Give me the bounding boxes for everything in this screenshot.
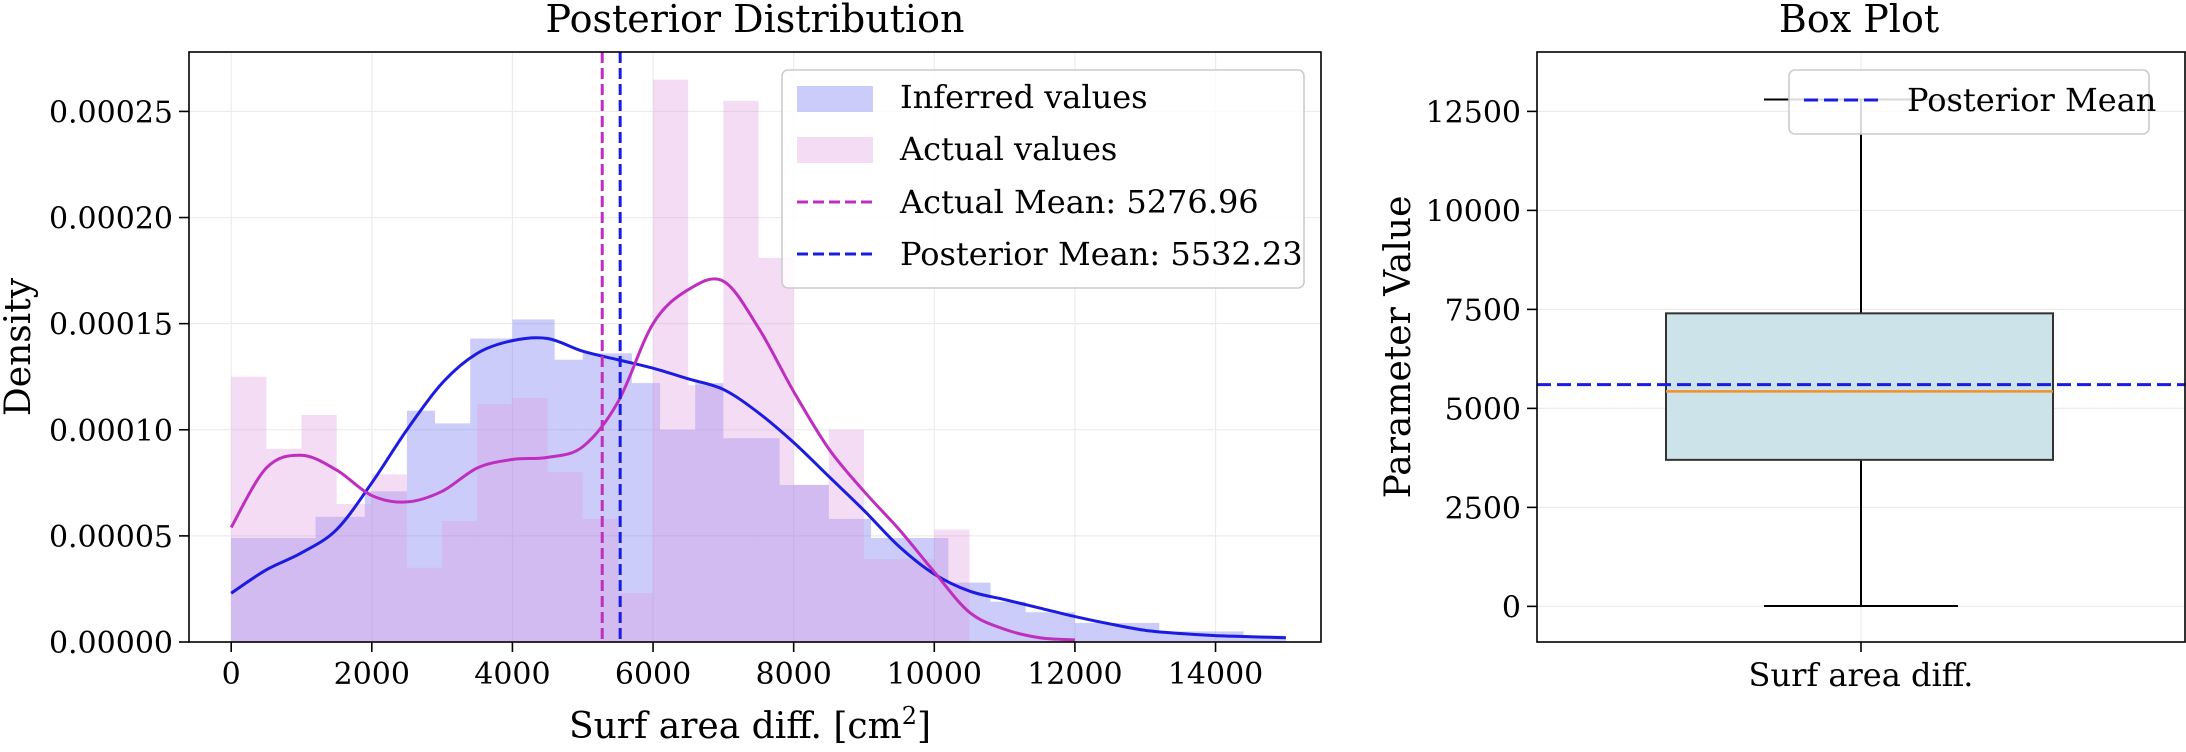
actual-hist-bar: [442, 521, 478, 642]
actual-hist-bar: [336, 504, 372, 642]
left-y-tick-label: 0.00025: [49, 95, 173, 130]
left-y-tick-label: 0.00015: [49, 308, 173, 343]
left-x-tick-label: 0: [222, 657, 241, 692]
actual-hist-bar: [547, 472, 583, 642]
inferred-hist-bar: [660, 429, 696, 642]
inferred-hist-bar: [1074, 622, 1160, 642]
actual-values-histogram: [231, 79, 970, 642]
left-legend: Inferred values Actual values Actual Mea…: [781, 69, 1305, 289]
right-legend-box: [1788, 69, 2150, 135]
actual-hist-bar: [653, 79, 689, 642]
left-x-tick-label: 8000: [755, 657, 831, 692]
legend-actual-values-patch: [797, 137, 873, 163]
inferred-hist-bar: [406, 410, 436, 642]
left-x-tick-label: 10000: [887, 657, 982, 692]
left-x-tick-label: 14000: [1168, 657, 1263, 692]
left-x-tick-label: 6000: [615, 657, 691, 692]
inferred-hist-bar: [582, 353, 632, 642]
left-x-axis-label: Surf area diff. [cm2]: [569, 702, 931, 747]
left-x-axis-label-superscript: 2: [902, 702, 917, 730]
legend-posterior-mean-label: Posterior Mean: 5532.23: [900, 235, 1303, 273]
left-x-tick-label: 2000: [334, 657, 410, 692]
actual-hist-bar: [266, 448, 302, 642]
left-y-tick-label: 0.00000: [49, 626, 173, 661]
inferred-hist-bar: [779, 484, 829, 642]
legend-box-posterior-mean-label: Posterior Mean: [1907, 81, 2156, 119]
actual-hist-bar: [899, 559, 935, 642]
left-x-ticks: 0 2000 4000 6000 8000 10000 12000 14000: [222, 642, 1263, 692]
inferred-hist-bar: [315, 516, 365, 642]
inferred-hist-bar: [631, 383, 661, 642]
left-y-ticks: 0.00000 0.00005 0.00010 0.00015 0.00020 0.000…: [49, 95, 189, 661]
right-x-tick-label: Surf area diff.: [1749, 656, 1974, 694]
legend-inferred-values-patch: [797, 86, 873, 112]
left-y-axis-label: Density: [0, 277, 39, 416]
actual-hist-bar: [723, 100, 759, 642]
inferred-hist-bar: [695, 383, 724, 642]
inferred-hist-bar: [828, 518, 872, 642]
inferred-hist-bar: [1243, 635, 1286, 642]
actual-hist-bar: [617, 593, 654, 642]
actual-hist-bar: [828, 429, 864, 642]
actual-hist-bar: [793, 484, 829, 642]
actual-hist-bar: [406, 567, 443, 642]
actual-hist-bar: [863, 559, 900, 642]
right-y-tick-label: 7500: [1445, 293, 1521, 328]
actual-hist-bar: [582, 518, 618, 642]
inferred-hist-bar: [470, 338, 513, 642]
actual-hist-bar: [934, 529, 970, 642]
left-axes-frame: [188, 51, 1322, 643]
right-y-tick-label: 0: [1502, 590, 1521, 625]
legend-actual-mean-label: Actual Mean: 5276.96: [899, 183, 1259, 221]
kde-lines: [229, 277, 1286, 642]
box-iqr: [1665, 312, 2054, 461]
left-y-tick-label: 0.00005: [49, 520, 173, 555]
left-x-tick-label: 12000: [1027, 657, 1122, 692]
right-y-tick-label: 10000: [1426, 194, 1521, 229]
inferred-hist-bar: [435, 423, 471, 642]
legend-actual-values-label: Actual values: [899, 130, 1117, 168]
right-legend: Posterior Mean: [1788, 69, 2156, 135]
inferred-hist-bar: [512, 319, 555, 642]
right-y-tick-label: 12500: [1426, 95, 1521, 130]
right-y-axis-label: Parameter Value: [1378, 196, 1419, 499]
left-legend-box: [781, 69, 1305, 289]
inferred-hist-bar: [1159, 631, 1244, 642]
inferred-hist-bar: [723, 438, 780, 642]
inferred-kde-line: [230, 336, 1286, 640]
actual-hist-bar: [301, 414, 337, 642]
actual-hist-bar: [688, 385, 724, 642]
left-y-tick-label: 0.00020: [49, 202, 173, 237]
right-chart-title: Box Plot: [1779, 0, 1939, 41]
actual-hist-bar: [758, 257, 794, 642]
left-chart-title: Posterior Distribution: [546, 0, 965, 41]
left-x-tick-label: 4000: [474, 657, 550, 692]
actual-hist-bar: [512, 397, 548, 642]
inferred-hist-bar: [231, 538, 316, 642]
left-y-tick-label: 0.00010: [49, 414, 173, 449]
inferred-hist-bar: [364, 491, 407, 642]
right-y-tick-label: 5000: [1445, 392, 1521, 427]
actual-kde-line: [229, 277, 1076, 642]
posterior-distribution-panel: 0 2000 4000 6000 8000 10000 12000 14000 0.00000…: [0, 0, 1322, 747]
legend-inferred-values-label: Inferred values: [900, 78, 1148, 116]
inferred-hist-bar: [990, 601, 1026, 642]
mean-lines: [600, 52, 622, 642]
actual-hist-bar: [477, 404, 513, 642]
right-y-tick-label: 2500: [1445, 491, 1521, 526]
right-y-ticks: 0 2500 5000 7500 10000 12500: [1426, 95, 1537, 625]
actual-hist-bar: [231, 376, 267, 642]
box-plot-elements: [1665, 98, 2054, 607]
inferred-hist-bar: [554, 359, 583, 642]
